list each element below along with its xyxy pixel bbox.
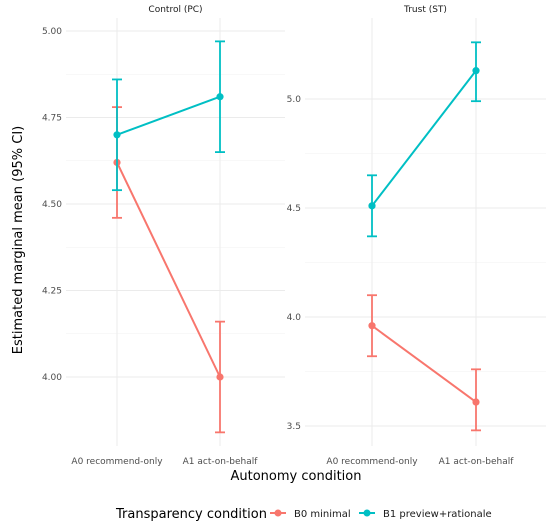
panel-trust: Trust (ST) 3.5 4.0 4.5 5.0 A0 recommend-only A… — [287, 5, 546, 467]
series-line — [371, 70, 477, 207]
data-point — [472, 67, 480, 75]
data-point — [216, 93, 224, 101]
y-tick-label: 5.00 — [42, 27, 62, 37]
legend-b0-label: B0 minimal — [294, 509, 351, 520]
x-tick-label: A1 act-on-behalf — [183, 457, 259, 467]
data-point — [216, 373, 224, 381]
y-tick-label: 4.75 — [42, 114, 62, 124]
legend-b1-marker — [363, 509, 371, 517]
x-tick-label: A1 act-on-behalf — [439, 457, 515, 467]
x-tick-label: A0 recommend-only — [71, 457, 163, 467]
legend-key-b0 — [270, 509, 286, 517]
data-point — [472, 398, 480, 406]
y-tick-label: 3.5 — [287, 422, 301, 432]
legend-title: Transparency condition — [115, 507, 267, 522]
y-tick-label: 4.5 — [287, 204, 301, 214]
y-axis-title: Estimated marginal mean (95% CI) — [11, 126, 26, 354]
y-tick-label: 4.0 — [287, 313, 302, 323]
y-tick-label: 4.25 — [42, 287, 62, 297]
legend-key-b1 — [359, 509, 375, 517]
panel-title: Trust (ST) — [403, 5, 447, 15]
legend-b1-label: B1 preview+rationale — [383, 509, 492, 520]
x-tick-label: A0 recommend-only — [326, 457, 418, 467]
legend: Transparency condition B0 minimal B1 pre… — [115, 507, 492, 522]
panel-title: Control (PC) — [148, 5, 202, 15]
series-line — [371, 324, 477, 403]
legend-b0-marker — [274, 509, 282, 517]
y-tick-label: 5.0 — [287, 95, 302, 105]
x-axis-title: Autonomy condition — [231, 469, 362, 484]
series-line — [116, 162, 221, 378]
panel-control: Control (PC) 4.00 4.25 4.50 4.75 5.00 A0 recom… — [42, 5, 285, 467]
y-tick-label: 4.00 — [42, 373, 62, 383]
data-point — [113, 131, 121, 139]
data-point — [368, 202, 376, 210]
data-point — [368, 322, 376, 330]
series-line — [116, 95, 221, 136]
y-tick-label: 4.50 — [42, 200, 62, 210]
